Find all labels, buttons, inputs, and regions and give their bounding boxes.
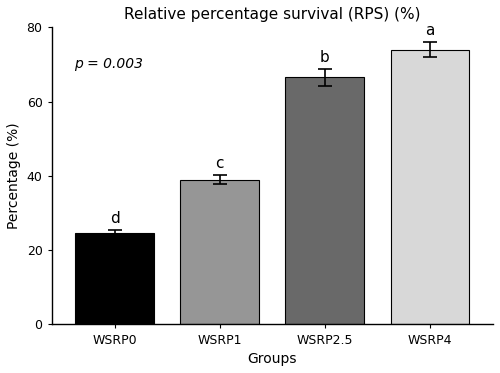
Text: b: b: [320, 50, 330, 65]
Title: Relative percentage survival (RPS) (%): Relative percentage survival (RPS) (%): [124, 7, 420, 22]
Text: d: d: [110, 211, 120, 226]
Bar: [286, 78, 364, 325]
Bar: [390, 50, 469, 325]
Text: a: a: [426, 23, 434, 38]
X-axis label: Groups: Groups: [248, 352, 297, 366]
Text: c: c: [216, 156, 224, 171]
Text: p = 0.003: p = 0.003: [74, 57, 142, 71]
Bar: [180, 179, 259, 325]
Bar: [75, 233, 154, 325]
Y-axis label: Percentage (%): Percentage (%): [7, 123, 21, 229]
